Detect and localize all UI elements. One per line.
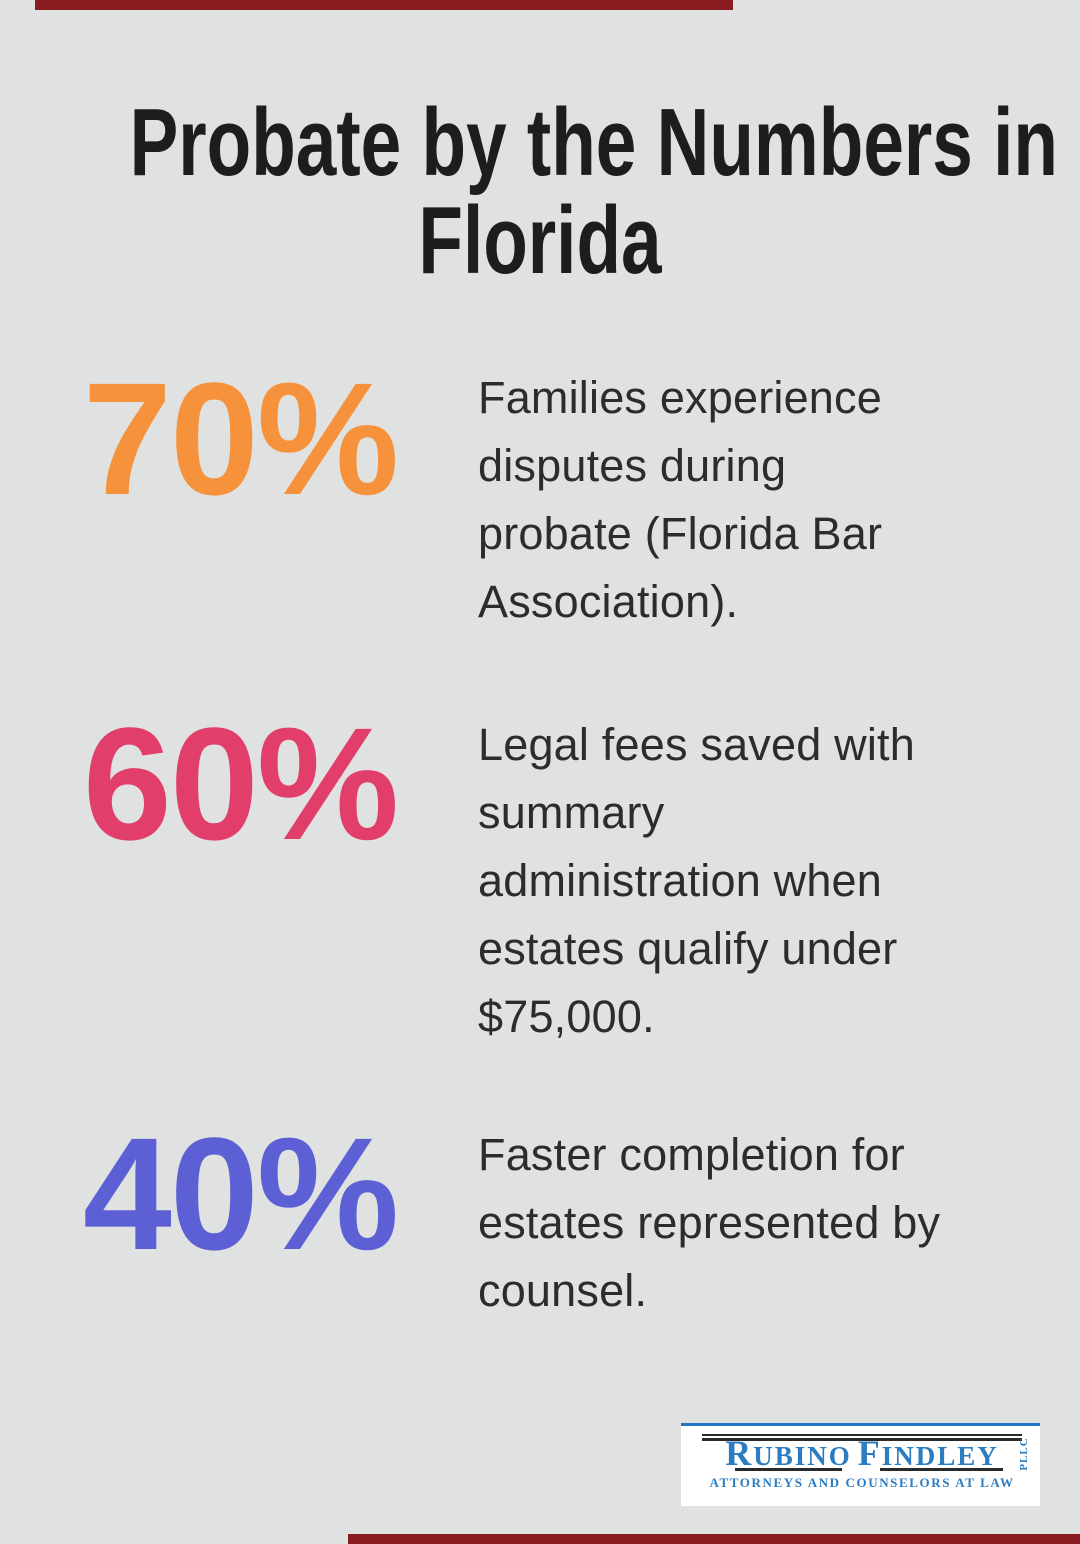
stat-description-line: $75,000.	[478, 991, 655, 1042]
rubino-findley-logo: RUBINO FINDLEY PLLC ATTORNEYS AND COUNSE…	[681, 1423, 1040, 1506]
bottom-accent-bar	[348, 1534, 1080, 1544]
logo-underline-right	[880, 1468, 1003, 1471]
logo-firm-name: RUBINO FINDLEY	[702, 1432, 1022, 1482]
logo-name-rest: INDLEY	[881, 1441, 999, 1471]
stat-description-40: Faster completion for estates represente…	[478, 1121, 998, 1325]
stat-description-line: probate (Florida Bar	[478, 508, 883, 559]
stat-description-line: counsel.	[478, 1265, 648, 1316]
stat-description-line: disputes during	[478, 440, 787, 491]
stat-value-70: 70%	[82, 349, 399, 528]
logo-name-rest: UBINO	[753, 1441, 852, 1471]
page-title-line-2: Florida	[418, 187, 662, 294]
stat-description-line: Families experience	[478, 372, 882, 423]
stat-description-line: Association).	[478, 576, 739, 627]
logo-name-initial: R	[725, 1433, 754, 1473]
logo-pllc-label: PLLC	[1018, 1437, 1030, 1471]
stat-description-line: administration when	[478, 855, 883, 906]
logo-tagline: ATTORNEYS AND COUNSELORS AT LAW	[709, 1475, 1015, 1490]
logo-underline-left	[735, 1468, 842, 1471]
top-accent-bar	[35, 0, 733, 10]
logo-name-initial: F	[857, 1433, 882, 1473]
page-title: Probate by the Numbers in Florida	[129, 89, 1058, 294]
stat-description-60: Legal fees saved with summary administra…	[478, 711, 998, 1051]
stat-description-line: estates represented by	[478, 1197, 941, 1248]
stat-description-line: estates qualify under	[478, 923, 898, 974]
stat-description-line: Faster completion for	[478, 1129, 905, 1180]
stat-value-40: 40%	[82, 1104, 399, 1283]
stat-description-70: Families experience disputes during prob…	[478, 364, 998, 636]
stat-description-line: Legal fees saved with	[478, 719, 915, 770]
stat-description-line: summary	[478, 787, 665, 838]
stat-value-60: 60%	[82, 694, 399, 873]
page-title-line-1: Probate by the Numbers in	[129, 89, 1058, 196]
logo-top-rule	[702, 1434, 1022, 1441]
